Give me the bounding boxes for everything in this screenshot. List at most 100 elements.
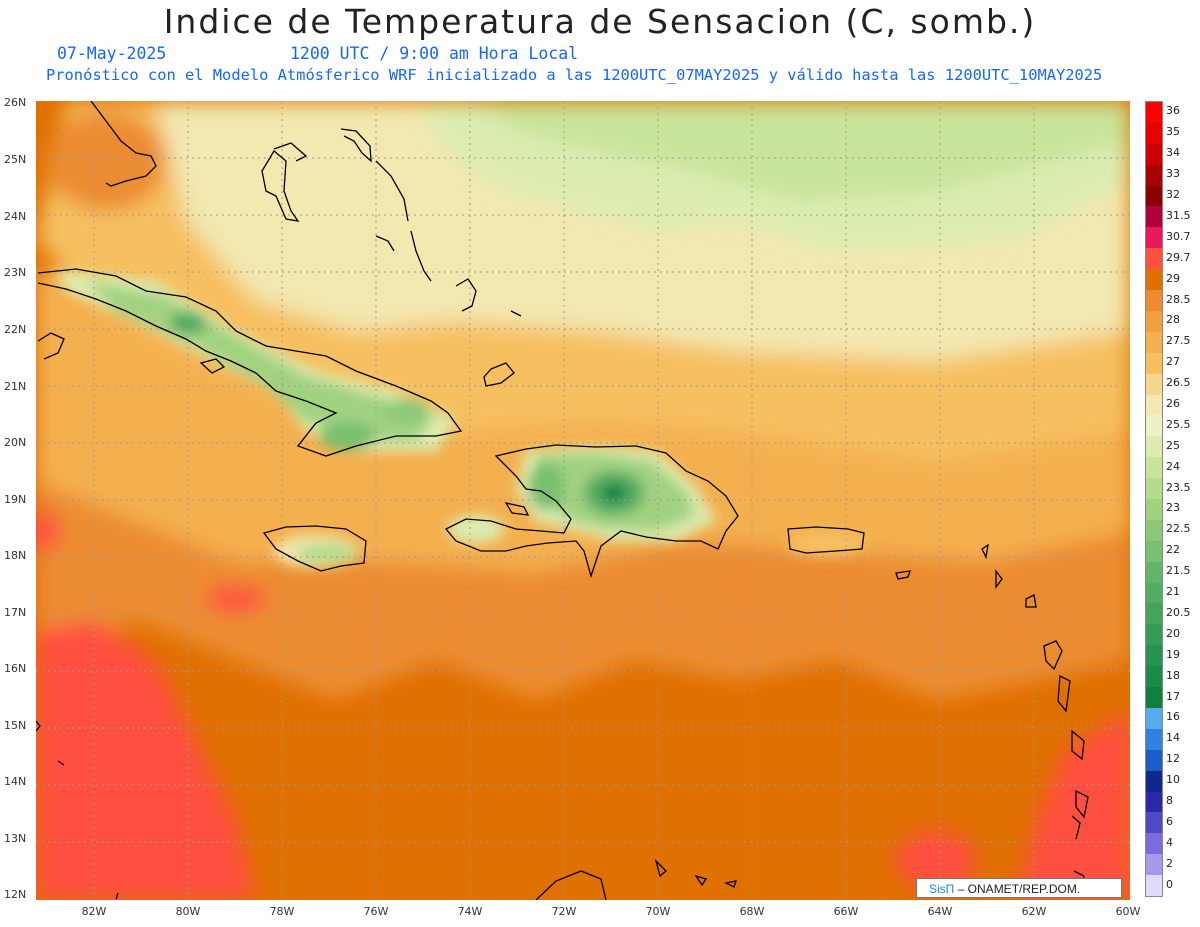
colorbar-cell — [1146, 645, 1162, 667]
guadeloupe-coast — [1043, 640, 1063, 671]
lon-label: 76W — [363, 905, 389, 918]
guajira-coast — [535, 870, 607, 900]
colorbar-cell — [1146, 122, 1162, 145]
colorbar-label: 12 — [1166, 752, 1180, 766]
colorbar-cell — [1146, 478, 1162, 500]
exuma-coast — [375, 160, 409, 222]
colorbar-label: 33 — [1166, 167, 1180, 181]
colorbar-label: 22 — [1166, 543, 1180, 557]
forecast-time: 1200 UTC / 9:00 am Hora Local — [290, 44, 579, 63]
lat-label: 24N — [4, 210, 27, 223]
colorbar-label: 29.7 — [1166, 250, 1191, 264]
colorbar-label: 18 — [1166, 668, 1180, 682]
colorbar-label: 16 — [1166, 710, 1180, 724]
colorbar-cell — [1146, 227, 1162, 249]
colorbar-label: 21.5 — [1166, 564, 1191, 578]
great-inagua-south-coast — [483, 362, 515, 387]
colorbar-cell — [1146, 728, 1162, 751]
st-lucia-coast — [1075, 789, 1089, 819]
forecast-description: Pronóstico con el Modelo Atmósferico WRF… — [46, 66, 1103, 84]
lat-label: 26N — [4, 96, 27, 109]
colorbar-label: 23 — [1166, 501, 1180, 515]
colorbar-label: 24 — [1166, 459, 1180, 473]
colorbar-label: 0 — [1166, 877, 1173, 891]
heat-index-map — [36, 101, 1130, 900]
colorbar-cell — [1146, 770, 1162, 793]
colorbar-cell — [1146, 185, 1162, 207]
colorbar-label: 26 — [1166, 396, 1180, 410]
lat-label: 22N — [4, 323, 27, 336]
colorbar-label: 36 — [1166, 104, 1180, 118]
colorbar-cell — [1146, 561, 1162, 584]
colorbar-label: 29 — [1166, 271, 1180, 285]
lat-label: 18N — [4, 549, 27, 562]
colorbar-cell — [1146, 290, 1162, 312]
colorbar-cell — [1146, 812, 1162, 834]
lat-label: 14N — [4, 775, 27, 788]
colorbar-label: 25 — [1166, 438, 1180, 452]
martinique-coast — [1071, 729, 1085, 761]
lon-label: 68W — [739, 905, 765, 918]
bahamas-island-coast — [273, 142, 308, 162]
forecast-date: 07-May-2025 — [57, 44, 167, 63]
colorbar-cell — [1146, 310, 1162, 333]
lon-label: 72W — [551, 905, 577, 918]
colorbar-label: 34 — [1166, 146, 1180, 160]
credit-text: – ONAMET/REP.DOM. — [954, 882, 1081, 896]
colorbar-label: 14 — [1166, 731, 1180, 745]
florida-coast — [90, 101, 157, 187]
yucatan-coast — [37, 332, 65, 360]
colorbar-cell — [1146, 519, 1162, 542]
colorbar-cell — [1146, 394, 1162, 416]
andros-coast — [261, 150, 300, 222]
lat-label: 15N — [4, 719, 27, 732]
lat-label: 17N — [4, 606, 27, 619]
lat-label: 23N — [4, 266, 27, 279]
colorbar-label: 19 — [1166, 647, 1180, 661]
colorbar-label: 20 — [1166, 626, 1180, 640]
hispaniola-coast — [444, 444, 739, 579]
credit-box: SisΠ – ONAMET/REP.DOM. — [916, 878, 1122, 898]
colorbar-cell — [1146, 854, 1162, 876]
colorbar-label: 8 — [1166, 793, 1173, 807]
eleuthera-coast — [340, 128, 372, 163]
st-croix-coast — [895, 570, 911, 580]
lon-label: 74W — [457, 905, 483, 918]
colorbar-cell — [1146, 331, 1162, 354]
san-andres-coast — [115, 892, 119, 900]
lon-label: 64W — [927, 905, 953, 918]
lon-label: 70W — [645, 905, 671, 918]
colorbar-label: 6 — [1166, 814, 1173, 828]
colorbar-cell — [1146, 436, 1162, 458]
colorbar-label: 32 — [1166, 188, 1180, 202]
cay-coast — [375, 235, 395, 252]
colorbar-cell — [1146, 707, 1162, 730]
colorbar-label: 27.5 — [1166, 334, 1191, 348]
subtitle-line: 07-May-2025 1200 UTC / 9:00 am Hora Loca… — [57, 44, 578, 63]
colorbar — [1145, 101, 1163, 897]
isla-juventud-coast — [199, 358, 226, 374]
colorbar-cell — [1146, 499, 1162, 521]
colorbar-label: 20.5 — [1166, 605, 1191, 619]
colorbar-label: 31.5 — [1166, 208, 1191, 222]
colorbar-label: 23.5 — [1166, 480, 1191, 494]
colorbar-cell — [1146, 687, 1162, 709]
great-inagua-coast — [455, 278, 477, 312]
lon-label: 78W — [269, 905, 295, 918]
colorbar-cell — [1146, 269, 1162, 291]
jamaica-coast — [262, 525, 367, 572]
barbuda-coast — [995, 569, 1003, 589]
colorbar-cell — [1146, 102, 1162, 124]
colorbar-label: 2 — [1166, 856, 1173, 870]
colorbar-cell — [1146, 875, 1162, 897]
lon-label: 82W — [81, 905, 107, 918]
colorbar-label: 30.7 — [1166, 229, 1191, 243]
colorbar-cell — [1146, 666, 1162, 688]
colorbar-cell — [1146, 143, 1162, 166]
lon-label: 62W — [1021, 905, 1047, 918]
colorbar-cell — [1146, 206, 1162, 228]
colorbar-cell — [1146, 791, 1162, 813]
cuba-coast — [37, 268, 463, 457]
map-title: Indice de Temperatura de Sensacion (C, s… — [163, 2, 1037, 41]
long-island-coast — [410, 230, 432, 282]
